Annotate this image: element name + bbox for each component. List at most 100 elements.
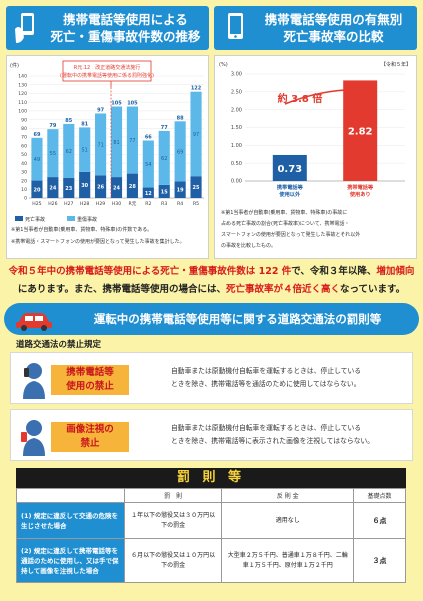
header-left: 携帯電話等使用による 死亡・重傷事故件数の推移 [6,6,209,50]
bar-injury-label: 55 [50,151,56,157]
y-tick-label: 140 [18,74,27,80]
x-tick-label: H27 [64,201,73,207]
person-looking-phone-icon [21,420,45,456]
penalty-title: 罰 則 等 [16,468,406,488]
y-tick-label: 50 [21,152,27,158]
x-tick-label: 携帯電話等 [347,183,374,191]
phone-icon [228,13,243,39]
bar-injury-label: 62 [66,149,72,155]
bar-injury [47,129,59,178]
fine-cell: 大型車２万５千円、普通車１万８千円、二輪車１万５千円、原付車１万２千円 [221,538,355,583]
right-note-3: スマートフォンの使用が要因となって発生した事故とそれ以外 [221,232,361,238]
header-left-line2: 死亡・重傷事故件数の推移 [50,29,201,44]
bar-fatal [95,175,107,198]
bar-injury [142,140,154,188]
bar-injury [158,130,170,185]
bar-injury [110,106,123,178]
bar-total-label: 69 [33,132,40,138]
penalty-cell: ６月以下の懲役又は１０万円以下の罰金 [123,538,223,583]
bar-value-label: 2.82 [348,127,373,138]
bar-fatal [31,180,43,198]
chart1-annotation-1: R元.12 改正道路交通法施行 [74,64,140,71]
y-tick-label: 10 [21,187,27,193]
x-tick-label: H30 [112,201,121,207]
bar-injury-label: 81 [113,140,119,146]
bar-injury [95,113,107,176]
penalty-case: (1) 規定に違反して交通の危険を生じさせた場合 [16,502,125,539]
chart2-unit: (%) [219,62,228,68]
rule1-tag-line1: 携帯電話等 [66,367,114,378]
penalty-header-penalty: 罰 則 [123,488,223,503]
bar-with-phone [343,80,378,181]
accident-trend-chart: 0 10 20 30 40 50 60 70 80 90 100 110 120 130 140 20 49 69… [10,60,204,223]
penalty-case: (2) 規定に違反して携帯電話等を通話のために使用し、又は手で保持して画像を注視… [16,538,125,583]
bar-injury-label: 97 [193,132,199,138]
y-tick-label: 130 [18,82,27,88]
bar-fatal [63,177,75,198]
header-right-line1: 携帯電話等使用の有無別 [264,12,403,27]
x-tick-label: H26 [48,201,57,207]
bar-fatal [190,176,202,198]
rule2-tag-line2: 禁止 [80,438,100,449]
bar-fatal [142,187,154,198]
bar-without-phone [272,154,307,181]
y-tick-label: 90 [21,117,27,123]
bar-fatal [110,177,123,198]
y-tick-label: 20 [21,178,27,184]
summary-part-6: 死亡事故率が４倍近く高く [225,284,340,295]
table-row: (1) 規定に違反して交通の危険を生じさせた場合 １年以下の懲役又は３０万円以下… [16,502,406,539]
x-tick-label: R3 [161,201,167,207]
y-tick-label: 80 [21,126,27,132]
y-tick-label: 1.50 [231,125,242,131]
rule1-desc-line1: 自動車または原動機付自転車を運転するときは、停止している [171,367,362,375]
accident-trend-panel: 0 10 20 30 40 50 60 70 80 90 100 110 120 130 140 20 49 69… [6,55,209,259]
rule2-desc-line1: 自動車または原動機付自転車を運転するときは、停止している [171,424,362,432]
chart1-unit: (件) [10,62,19,69]
law-banner: 運転中の携帯電話等使用等に関する道路交通法の罰則等 [4,303,419,335]
x-tick-label: R4 [177,201,183,207]
bar-fatal [126,173,138,198]
bar-fatal-label: 24 [113,186,120,192]
bar-injury [63,123,75,178]
bar-total-label: 79 [49,123,56,129]
rule2-tag-line1: 画像注視の [66,424,114,435]
bar-fatal-label: 24 [49,186,56,192]
header-right: 携帯電話等使用の有無別 死亡事故率の比較 [214,6,417,50]
x-tick-label: R元 [129,201,137,207]
bar-value-label: 0.73 [277,164,302,175]
header-right-line2: 死亡事故率の比較 [283,29,384,44]
x-tick-label: H25 [32,201,41,207]
bar-injury-label: 51 [81,148,87,154]
bar-total-label: 105 [127,101,138,107]
right-note-4: の事故を比較したもの。 [221,243,277,249]
summary-part-1: 令和５年中の携帯電話等使用による死亡・重傷事故件数は [8,266,256,277]
bar-fatal [174,181,186,198]
bar-fatal-label: 23 [65,186,72,192]
penalty-header-row: 罰 則 反 則 金 基礎点数 [16,488,406,503]
bar-injury-label: 69 [177,149,183,155]
penalty-table: 罰 則 反 則 金 基礎点数 (1) 規定に違反して交通の危険を生じさせた場合 … [16,488,406,583]
rule2-desc-line2: ときを除き、携帯電話等に表示された画像を注視してはならない。 [171,437,375,445]
bar-injury-label: 71 [97,142,103,148]
bar-total-label: 122 [191,86,202,92]
rule2-tag: 画像注視の 禁止 [51,422,129,452]
bar-total-label: 77 [161,125,168,131]
rule1-tag-line2: 使用の禁止 [66,381,114,392]
rule1-desc: 自動車または原動機付自転車を運転するときは、停止している ときを除き、携帯電話等… [171,365,402,391]
bar-fatal [79,171,91,198]
x-tick-label: R5 [193,201,199,207]
points-cell: ３点 [353,538,406,583]
y-tick-label: 2.50 [231,90,242,96]
bar-fatal-label: 26 [97,185,104,191]
bar-injury-label: 62 [161,156,167,162]
banner-title: 運転中の携帯電話等使用等に関する道路交通法の罰則等 [93,312,382,326]
header-left-line1: 携帯電話等使用による [63,12,188,27]
bar-injury [174,121,186,182]
penalty-header-fine: 反 則 金 [221,488,355,503]
bar-total-label: 66 [145,134,152,140]
fatality-rate-panel: 0.00 0.50 1.00 1.50 2.00 2.50 3.00 0.73 携帯電話等 使用以… [214,55,417,259]
x-tick-label: H29 [96,201,105,207]
legend-fatal: 死亡事故 [25,216,45,223]
right-note-1: ※第1当事者が自動車(乗用車、貨物車、特殊車)の事故に [221,210,348,216]
bar-fatal-label: 25 [193,185,200,191]
